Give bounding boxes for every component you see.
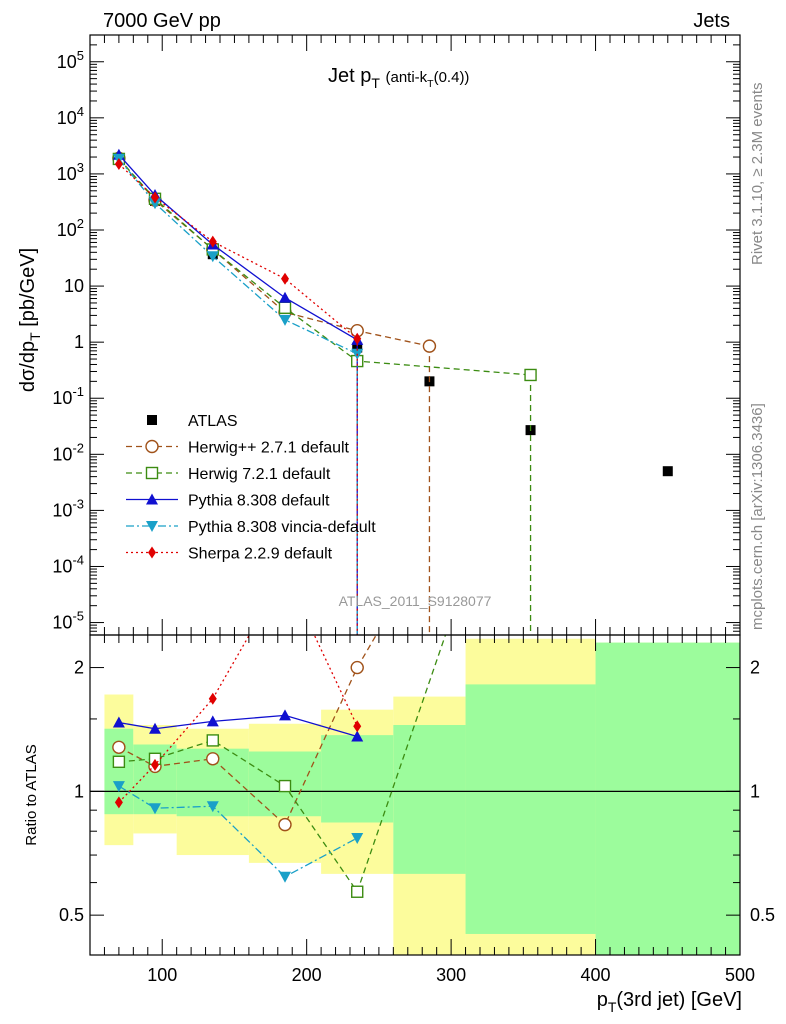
- ratio-point-pythia: [112, 716, 125, 728]
- ratio-point-herwig7: [206, 734, 219, 747]
- ratio-panel: 0.5 0.5 1 1 2 2 100 200 300 400 500: [59, 634, 775, 985]
- analysis-id: ATLAS_2011_S9128077: [339, 593, 492, 609]
- main-line-herwigpp: [118, 157, 430, 347]
- rivet-label: Rivet 3.1.10, ≥ 2.3M events: [749, 83, 766, 266]
- legend-label-sherpa: Sherpa 2.2.9 default: [188, 546, 333, 563]
- ratio-point-sherpa: [114, 796, 123, 809]
- main-point-herwig7: [278, 301, 292, 314]
- main-ytick-label: 10-5: [52, 609, 84, 633]
- band-inner: [321, 735, 394, 823]
- main-title: Jet pT (anti-kT(0.4)): [328, 65, 469, 91]
- main-ylabel: dσ/dpT [pb/GeV]: [17, 248, 43, 392]
- main-point-sherpa: [114, 158, 123, 171]
- main-line-herwig7: [118, 158, 531, 376]
- legend-marker-vincia: [146, 521, 158, 532]
- main-point-vincia: [206, 251, 219, 263]
- legend-marker-atlas: [147, 415, 157, 425]
- ratio-point-herwigpp: [112, 740, 126, 754]
- main-ytick-label: 10-1: [52, 384, 84, 408]
- legend: ATLAS Herwig++ 2.7.1 default Herwig 7.2.1 …: [126, 413, 376, 563]
- ratio-ytick-label-right: 1: [750, 781, 760, 801]
- ratio-ylabel: Ratio to ATLAS: [23, 744, 40, 845]
- legend-label-pythia: Pythia 8.308 default: [188, 493, 330, 510]
- main-point-herwig7: [524, 368, 537, 382]
- legend-item-herwigpp: Herwig++ 2.7.1 default: [126, 440, 350, 457]
- main-point-sherpa: [151, 191, 159, 204]
- main-ytick-label: 10: [64, 276, 84, 296]
- legend-label-herwigpp: Herwig++ 2.7.1 default: [188, 440, 350, 457]
- band-inner: [393, 724, 466, 874]
- main-point-vincia: [149, 198, 161, 210]
- legend-marker-herwig7: [145, 466, 159, 480]
- ratio-point-vincia: [279, 871, 291, 883]
- main-point-sherpa: [281, 272, 289, 285]
- mcplots-label: mcplots.cern.ch [arXiv:1306.3436]: [749, 403, 766, 630]
- main-ytick-label: 102: [57, 216, 84, 240]
- main-ytick-label: 10-2: [52, 440, 84, 464]
- main-ytick-label: 105: [57, 48, 84, 72]
- ratio-point-vincia: [351, 833, 364, 845]
- legend-item-vincia: Pythia 8.308 vincia-default: [126, 519, 376, 536]
- ratio-point-pythia: [279, 709, 291, 721]
- main-point-sherpa: [208, 235, 217, 248]
- ratio-point-vincia: [112, 781, 125, 793]
- xtick-label: 200: [292, 965, 322, 985]
- ratio-point-sherpa: [208, 692, 217, 705]
- header-right: Jets: [693, 10, 730, 32]
- legend-label-vincia: Pythia 8.308 vincia-default: [188, 519, 376, 536]
- legend-item-atlas: ATLAS: [147, 413, 238, 430]
- ratio-point-sherpa: [353, 720, 362, 733]
- main-point-vincia: [279, 314, 291, 326]
- ratio-ytick-label-left: 2: [74, 658, 84, 678]
- ratio-ytick-label-right: 2: [750, 658, 760, 678]
- ratio-point-pythia: [206, 715, 219, 727]
- ratio-point-herwigpp: [206, 752, 220, 766]
- legend-marker-pythia: [146, 493, 158, 505]
- main-ytick-label: 1: [74, 332, 84, 352]
- main-point-pythia: [279, 291, 291, 303]
- legend-marker-herwigpp: [145, 439, 159, 454]
- main-ytick-label: 104: [57, 104, 84, 128]
- main-ytick-label: 103: [57, 160, 84, 184]
- main-point-atlas: [662, 466, 673, 477]
- main-line-pythia: [118, 154, 358, 341]
- ratio-point-vincia: [206, 801, 219, 813]
- main-line-vincia: [118, 158, 358, 355]
- ratio-point-pythia: [351, 730, 364, 742]
- ratio-point-herwig7: [351, 885, 364, 898]
- ratio-ytick-label-left: 1: [74, 781, 84, 801]
- legend-item-pythia: Pythia 8.308 default: [126, 493, 330, 510]
- legend-item-herwig7: Herwig 7.2.1 default: [126, 466, 331, 483]
- ratio-point-herwigpp: [350, 660, 364, 675]
- header-left: 7000 GeV pp: [103, 10, 221, 32]
- ratio-frame: [89, 634, 741, 956]
- ratio-ytick-label-left: 0.5: [59, 905, 84, 925]
- main-point-herwigpp: [422, 339, 437, 353]
- band-inner: [465, 684, 596, 934]
- ratio-point-vincia: [149, 803, 161, 815]
- main-panel: 10-5 10-4 10-3 10-2 10-1 1 10 102 103 104 105: [52, 34, 741, 636]
- ratio-point-herwigpp: [278, 817, 292, 832]
- legend-label-herwig7: Herwig 7.2.1 default: [188, 466, 331, 483]
- xtick-label: 500: [725, 965, 755, 985]
- band-inner: [595, 642, 740, 955]
- legend-item-sherpa: Sherpa 2.2.9 default: [126, 546, 333, 563]
- ratio-point-pythia: [149, 722, 161, 734]
- ratio-point-herwig7: [278, 779, 292, 793]
- x-axis-label: pT(3rd jet) [GeV]: [597, 989, 742, 1015]
- xtick-label: 400: [581, 965, 611, 985]
- ratio-ytick-label-right: 0.5: [750, 905, 775, 925]
- xtick-label: 300: [436, 965, 466, 985]
- ratio-point-sherpa: [151, 758, 159, 771]
- legend-label-atlas: ATLAS: [188, 413, 238, 430]
- main-ytick-label: 10-4: [52, 552, 84, 576]
- main-point-sherpa: [353, 332, 362, 345]
- legend-marker-sherpa: [148, 546, 156, 559]
- ratio-point-herwig7: [112, 755, 126, 768]
- xtick-label: 100: [147, 965, 177, 985]
- main-ytick-label: 10-3: [52, 496, 84, 520]
